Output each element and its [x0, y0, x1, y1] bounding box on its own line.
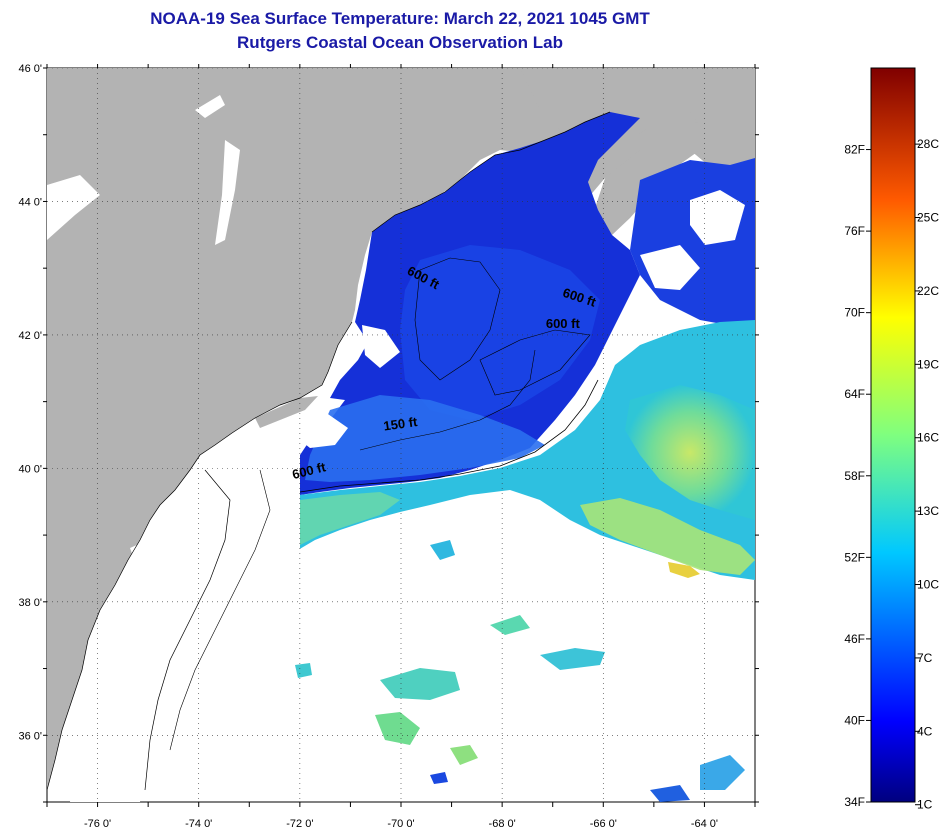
lon-label: -74 0' — [185, 818, 212, 830]
colorbar-c-label: 25C — [917, 211, 939, 225]
lat-label: 46 0' — [18, 63, 42, 75]
gulf-of-maine-deep — [400, 245, 600, 420]
lon-label: -68 0' — [489, 818, 516, 830]
colorbar-c-label: 13C — [917, 504, 939, 518]
warm-filament — [580, 498, 755, 575]
contour-line-gom2 — [479, 329, 591, 396]
sst-patch — [700, 755, 745, 790]
land-mainland — [47, 68, 755, 790]
lat-label: 40 0' — [18, 463, 42, 475]
contour-label: 600 ft — [546, 316, 581, 331]
contour-line-150 — [359, 349, 536, 451]
lon-label: -64 0' — [691, 818, 718, 830]
cloud-patch — [362, 325, 400, 368]
mid-atlantic-shelf — [70, 420, 300, 802]
cloud-patch — [690, 190, 745, 245]
latitude-labels: 46 0' 44 0' 42 0' 40 0' 38 0' 36 0' — [18, 63, 42, 742]
sst-patch — [650, 785, 690, 802]
contour-label: 150 ft — [383, 414, 419, 434]
map-title: NOAA-19 Sea Surface Temperature: March 2… — [150, 9, 650, 28]
contour-line-shelf2 — [169, 469, 271, 751]
axis-ticks — [43, 64, 759, 807]
colorbar-c-label: 28C — [917, 137, 939, 151]
sst-patch — [380, 668, 460, 700]
sst-patch — [295, 663, 312, 678]
lon-label: -72 0' — [286, 818, 313, 830]
colorbar-f-label: 34F — [844, 795, 865, 809]
colorbar-c-label: 4C — [917, 724, 933, 738]
contour-line-shelf — [144, 469, 231, 791]
cloud-patch — [300, 412, 348, 448]
sst-patch — [430, 540, 455, 560]
graticule — [47, 68, 755, 802]
chesapeake-bay — [98, 600, 120, 720]
lat-label: 42 0' — [18, 330, 42, 342]
colorbar-c-label: 1C — [917, 798, 933, 812]
colorbar-c-label: 22C — [917, 284, 939, 298]
sst-patch — [540, 648, 605, 670]
colorbar-f-label: 58F — [844, 469, 865, 483]
colorbar-c-label: 19C — [917, 357, 939, 371]
lon-label: -76 0' — [84, 818, 111, 830]
map-subtitle: Rutgers Coastal Ocean Observation Lab — [237, 33, 563, 52]
sst-patch — [430, 772, 448, 784]
coastline — [47, 111, 611, 791]
lat-label: 38 0' — [18, 597, 42, 609]
cloud-patch — [640, 245, 700, 290]
lat-label: 36 0' — [18, 730, 42, 742]
sst-patch — [490, 615, 530, 635]
colorbar-celsius-labels: 28C 25C 22C 19C 16C 13C 10C 7C 4C 1C — [917, 137, 939, 812]
inland-water — [195, 95, 225, 118]
warm-spot — [668, 562, 700, 578]
colorbar: 82F 76F 70F 64F 58F 52F 46F 40F 34F 28C 25C 22C 19C… — [844, 67, 939, 812]
contour-line-gom — [414, 257, 501, 381]
georges-bank-mid — [305, 395, 545, 482]
colorbar-f-label: 82F — [844, 143, 865, 157]
contour-line-600 — [299, 379, 599, 493]
colorbar-f-label: 76F — [844, 224, 865, 238]
shelf-green — [300, 492, 400, 545]
longitude-labels: -76 0' -74 0' -72 0' -70 0' -68 0' -66 0' -64 … — [84, 818, 718, 830]
land-longisland — [255, 396, 318, 428]
colorbar-c-label: 16C — [917, 431, 939, 445]
sst-patch — [450, 745, 478, 765]
colorbar-f-label: 52F — [844, 550, 865, 564]
warm-eddy — [625, 385, 755, 520]
lon-label: -70 0' — [387, 818, 414, 830]
lat-label: 44 0' — [18, 196, 42, 208]
colorbar-c-label: 10C — [917, 578, 939, 592]
lon-label: -66 0' — [590, 818, 617, 830]
colorbar-f-label: 70F — [844, 306, 865, 320]
colorbar-f-label: 64F — [844, 387, 865, 401]
colorbar-f-label: 46F — [844, 632, 865, 646]
colorbar-c-label: 7C — [917, 651, 933, 665]
colorbar-fahrenheit-labels: 82F 76F 70F 64F 58F 52F 46F 40F 34F — [844, 143, 865, 809]
colorbar-f-label: 40F — [844, 713, 865, 727]
sst-patch — [375, 712, 420, 745]
inland-water — [47, 175, 100, 240]
inland-water — [215, 140, 240, 245]
colorbar-gradient — [870, 67, 916, 803]
